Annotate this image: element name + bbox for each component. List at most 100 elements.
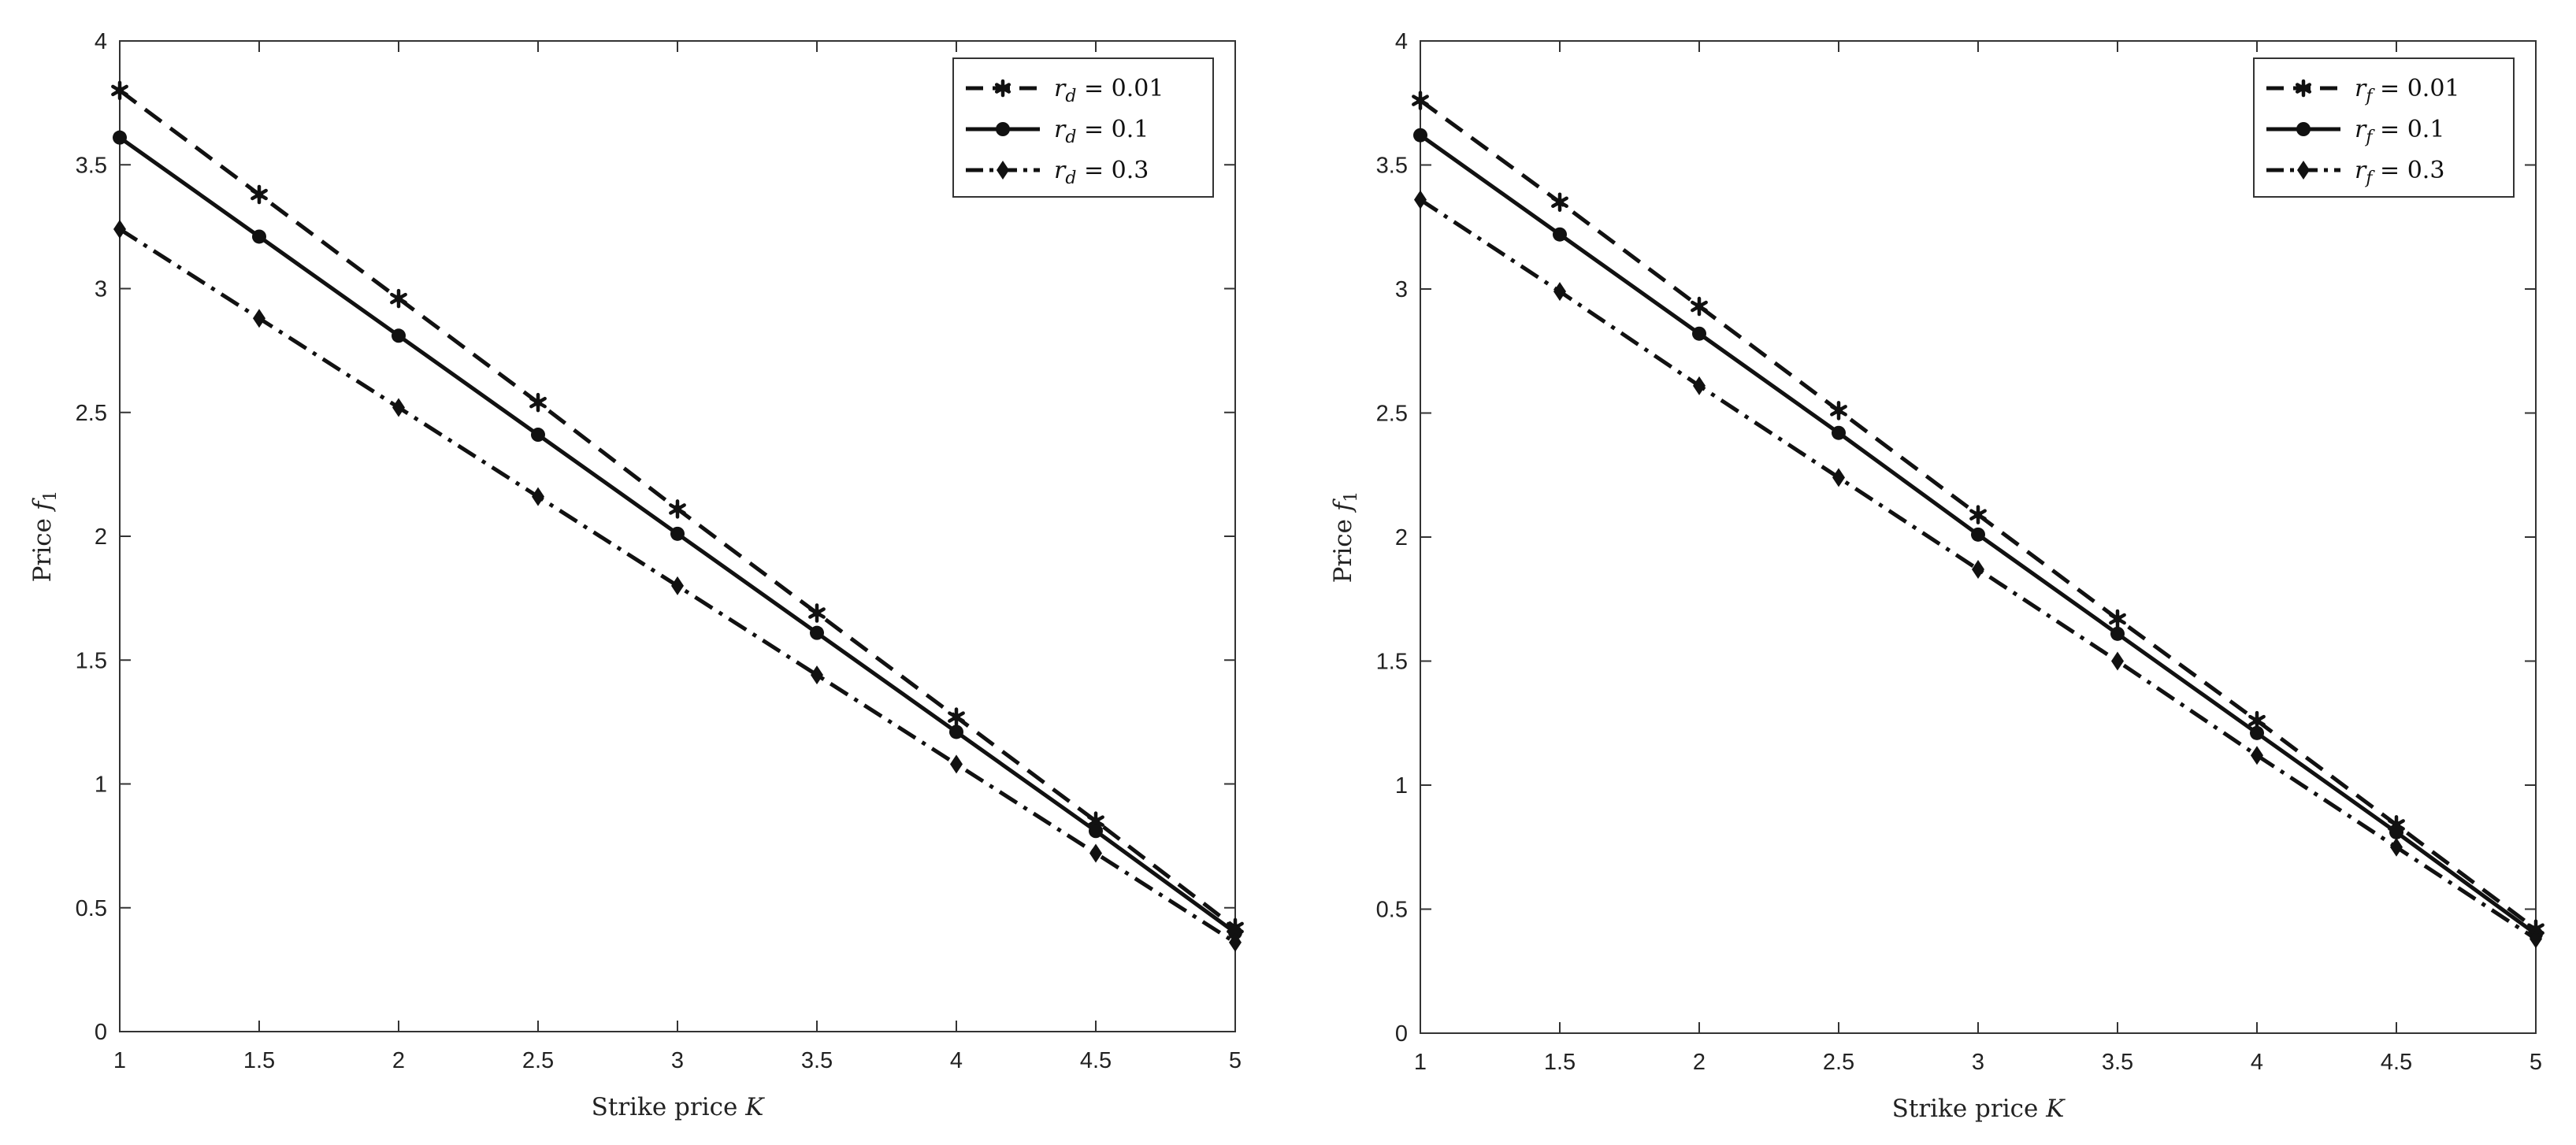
right-chart-panel: 1 1.5 2 2.5 3 3.5 4 4.5 5 0 0.5 1 1.5 2 2.5 3 3.5 4 Strike… xyxy=(1288,0,2576,1145)
data-point xyxy=(1412,91,1429,110)
y-tick-label: 1 xyxy=(1395,773,1408,799)
x-tick-label: 5 xyxy=(2530,1050,2542,1075)
y-tick-label: 2.5 xyxy=(76,401,107,426)
data-point xyxy=(2530,929,2542,949)
data-point xyxy=(1692,326,1706,341)
series-3 xyxy=(113,220,1242,952)
x-tick-label: 3 xyxy=(1972,1050,1984,1075)
data-point xyxy=(950,754,963,774)
data-point xyxy=(1089,824,1103,839)
data-point xyxy=(1414,190,1427,209)
x-axis-title: Strike price K xyxy=(1892,1095,2066,1123)
y-tick-label: 4 xyxy=(95,29,107,54)
y-tick-label: 3.5 xyxy=(76,153,107,178)
legend-marker xyxy=(996,122,1010,136)
x-tick-label: 1.5 xyxy=(243,1048,275,1073)
data-point xyxy=(1551,192,1568,212)
y-tick-label: 2 xyxy=(1395,525,1408,550)
data-point xyxy=(113,130,127,145)
series-1 xyxy=(1412,91,2544,939)
data-point xyxy=(2110,626,2125,641)
legend-label: rd = 0.3 xyxy=(1054,157,1149,188)
y-tick-label: 0.5 xyxy=(76,896,107,921)
data-point xyxy=(251,184,268,205)
legend-label: rd = 0.01 xyxy=(1054,75,1164,106)
data-point xyxy=(2251,746,2263,765)
x-tick-label: 1 xyxy=(1414,1050,1427,1075)
x-tick-label: 2 xyxy=(1693,1050,1706,1075)
data-point xyxy=(390,288,407,309)
x-axis-title: Strike price K xyxy=(592,1093,766,1121)
data-point xyxy=(1413,128,1427,143)
left-chart-panel: 1 1.5 2 2.5 3 3.5 4 4.5 5 0 0.5 1 1.5 2 2.5 3 3.5 4 Strike… xyxy=(28,29,1244,1121)
legend-label: rf = 0.01 xyxy=(2355,75,2460,106)
legend-box xyxy=(2253,57,2515,198)
x-tick-label: 4 xyxy=(2251,1050,2263,1075)
data-point xyxy=(1830,401,1847,421)
data-point xyxy=(1971,527,1985,542)
y-tick-label: 1.5 xyxy=(76,648,107,673)
data-point xyxy=(2250,725,2264,740)
x-tick-label: 3.5 xyxy=(801,1048,833,1073)
legend-label: rf = 0.3 xyxy=(2355,157,2444,188)
legend-marker xyxy=(997,161,1009,180)
y-tick-label: 0 xyxy=(1395,1021,1408,1047)
y-tick-label: 1.5 xyxy=(1376,650,1408,675)
data-point xyxy=(1972,559,1984,579)
data-point xyxy=(111,80,128,101)
data-point xyxy=(811,665,823,685)
data-point xyxy=(1089,843,1102,863)
data-point xyxy=(670,526,685,541)
legend: rf = 0.01 rf = 0.1 rf = 0.3 xyxy=(2253,57,2515,198)
data-point xyxy=(808,603,826,623)
legend-marker xyxy=(2296,122,2311,136)
data-point xyxy=(529,392,547,413)
data-point xyxy=(2248,710,2266,731)
data-point xyxy=(1693,376,1706,395)
data-point xyxy=(2109,609,2126,629)
series-2 xyxy=(1413,128,2543,941)
data-point xyxy=(392,398,405,417)
y-axis-title: Price f1 xyxy=(28,491,61,583)
data-point xyxy=(1832,425,1846,440)
x-tick-label: 4 xyxy=(950,1048,963,1073)
x-tick-label: 1 xyxy=(113,1048,126,1073)
x-tick-label: 2 xyxy=(392,1048,405,1073)
data-point xyxy=(948,707,965,727)
y-tick-label: 3 xyxy=(1395,277,1408,302)
y-tick-label: 0 xyxy=(95,1020,107,1045)
y-tick-label: 2.5 xyxy=(1376,402,1408,427)
data-point xyxy=(949,724,963,739)
data-point xyxy=(2390,837,2403,857)
y-tick-label: 4 xyxy=(1395,29,1408,54)
legend-label: rf = 0.1 xyxy=(2355,116,2444,147)
data-point xyxy=(2389,824,2403,839)
series-2 xyxy=(113,130,1242,940)
data-point xyxy=(113,220,126,239)
data-point xyxy=(1228,925,1242,940)
series-line xyxy=(1419,198,2537,941)
y-tick-label: 2 xyxy=(95,524,107,550)
data-point xyxy=(253,309,265,328)
data-point xyxy=(671,576,684,595)
data-point xyxy=(669,499,686,519)
data-point xyxy=(1969,505,1987,524)
series-3 xyxy=(1414,190,2542,949)
legend: rd = 0.01 rd = 0.1 rd = 0.3 xyxy=(952,57,1214,198)
x-tick-label: 4.5 xyxy=(2381,1050,2412,1075)
y-axis-title: Price f1 xyxy=(1329,491,1361,584)
legend-marker xyxy=(994,79,1011,98)
x-tick-label: 4.5 xyxy=(1080,1048,1112,1073)
series-1 xyxy=(111,80,1244,938)
x-tick-label: 2.5 xyxy=(1823,1050,1854,1075)
data-point xyxy=(1553,227,1567,242)
x-tick-label: 2.5 xyxy=(522,1048,554,1073)
data-point xyxy=(252,229,266,244)
y-tick-label: 3 xyxy=(95,277,107,302)
data-point xyxy=(532,487,544,506)
right-chart: 1 1.5 2 2.5 3 3.5 4 4.5 5 0 0.5 1 1.5 2 2.5 3 3.5 4 Strike… xyxy=(1329,29,2544,1123)
legend-marker xyxy=(2295,79,2312,98)
legend-label: rd = 0.1 xyxy=(1054,116,1149,147)
x-tick-label: 3.5 xyxy=(2102,1050,2133,1075)
y-tick-label: 0.5 xyxy=(1376,898,1408,923)
